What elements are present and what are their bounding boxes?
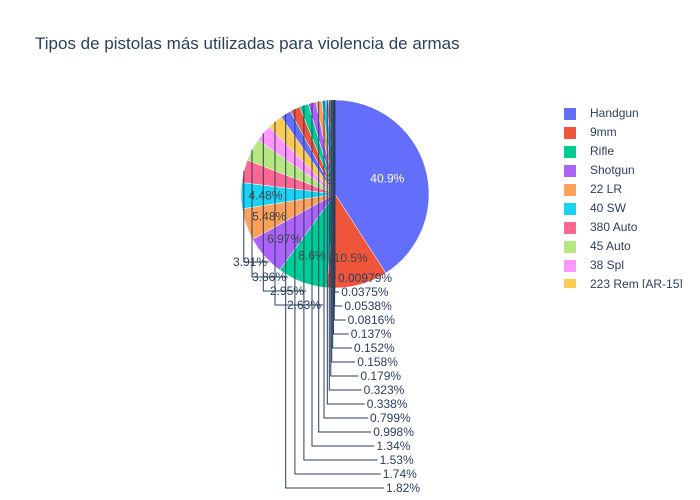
legend-label: 38 Spl bbox=[590, 258, 625, 272]
inside-labels: 40.9%10.5%8.6%6.97%5.48%4.48% bbox=[248, 172, 404, 265]
slice-percent-label: 0.137% bbox=[351, 327, 392, 341]
legend-item[interactable]: Rifle bbox=[558, 143, 700, 162]
leader-line bbox=[318, 101, 372, 433]
slice-percent-label: 1.34% bbox=[376, 439, 410, 453]
legend-swatch bbox=[564, 260, 576, 272]
legend-label: Shotgun bbox=[590, 163, 635, 177]
legend-swatch bbox=[564, 108, 576, 120]
slice-percent-label: 0.799% bbox=[370, 411, 411, 425]
slice-percent-label: 0.998% bbox=[373, 425, 414, 439]
legend-item[interactable]: 380 Auto bbox=[558, 219, 700, 238]
leader-line bbox=[243, 171, 269, 263]
slice-percent-label: 0.00979% bbox=[338, 271, 392, 285]
legend-item[interactable]: 45 Auto bbox=[558, 238, 700, 257]
slice-percent-label: 0.338% bbox=[367, 397, 408, 411]
slice-percent-label: 6.97% bbox=[267, 232, 301, 246]
leader-line bbox=[330, 100, 359, 377]
leader-line bbox=[328, 100, 362, 391]
legend-item[interactable]: 40 SW bbox=[558, 200, 700, 219]
legend-label: 45 Auto bbox=[590, 239, 631, 253]
slice-percent-label: 40.9% bbox=[370, 172, 404, 186]
legend-item[interactable]: Handgun bbox=[558, 105, 700, 124]
leader-line bbox=[333, 100, 349, 335]
pie-slice[interactable] bbox=[334, 99, 430, 274]
slice-percent-label: 0.158% bbox=[357, 355, 398, 369]
leader-line bbox=[294, 109, 381, 475]
slice-percent-label: 0.0538% bbox=[344, 299, 392, 313]
legend-swatch bbox=[564, 127, 576, 139]
legend-label: 380 Auto bbox=[590, 220, 638, 234]
chart-title: Tipos de pistolas más utilizadas para vi… bbox=[35, 34, 460, 53]
leader-line bbox=[311, 102, 375, 447]
leader-line bbox=[326, 100, 365, 405]
legend-label: 9mm bbox=[590, 125, 617, 139]
legend-swatch bbox=[564, 146, 576, 158]
leader-line bbox=[262, 133, 306, 292]
leader-line bbox=[274, 121, 323, 306]
legend-swatch bbox=[564, 184, 576, 196]
leader-line bbox=[303, 105, 378, 461]
legend-swatch bbox=[564, 203, 576, 215]
legend-swatch bbox=[564, 165, 576, 177]
slice-percent-label: 0.0375% bbox=[341, 285, 389, 299]
slice-percent-label: 0.152% bbox=[354, 341, 395, 355]
legend-label: 223 Rem [AR-15] bbox=[590, 277, 683, 288]
slice-percent-label: 1.74% bbox=[383, 467, 417, 481]
leader-line bbox=[331, 100, 356, 363]
slice-percent-label: 10.5% bbox=[334, 251, 368, 265]
leader-line bbox=[323, 100, 368, 419]
slice-percent-label: 2.95% bbox=[270, 284, 304, 298]
leader-line bbox=[251, 149, 288, 278]
leader-line bbox=[332, 100, 352, 349]
slice-percent-label: 0.323% bbox=[364, 383, 405, 397]
slice-percent-label: 4.48% bbox=[248, 188, 282, 202]
slice-percent-label: 3.86% bbox=[252, 270, 286, 284]
slice-percent-label: 5.48% bbox=[252, 210, 286, 224]
legend-swatch bbox=[564, 222, 576, 234]
leader-line bbox=[285, 114, 384, 489]
legend-label: 22 LR bbox=[590, 182, 623, 196]
slice-percent-label: 3.91% bbox=[233, 255, 267, 269]
legend-swatch bbox=[564, 241, 576, 253]
legend[interactable]: Handgun 9mm Rifle Shotgun 22 LR 40 SW 380 Auto… bbox=[558, 100, 700, 288]
slice-percent-label: 0.179% bbox=[360, 369, 401, 383]
slice-percent-label: 1.53% bbox=[380, 453, 414, 467]
slice-percent-label: 1.82% bbox=[386, 481, 420, 495]
legend-swatch bbox=[564, 279, 576, 288]
legend-item[interactable]: 223 Rem [AR-15] bbox=[558, 276, 700, 288]
legend-label: 40 SW bbox=[590, 201, 627, 215]
legend-label: Rifle bbox=[590, 144, 615, 158]
leader-line bbox=[334, 100, 336, 279]
legend-item[interactable]: Shotgun bbox=[558, 162, 700, 181]
legend-item[interactable]: 38 Spl bbox=[558, 257, 700, 276]
legend-label: Handgun bbox=[590, 106, 639, 120]
legend-item[interactable]: 9mm bbox=[558, 124, 700, 143]
outside-labels: 3.91%3.86%2.95%2.63%1.82%1.74%1.53%1.34%… bbox=[233, 100, 420, 495]
slice-percent-label: 0.0816% bbox=[348, 313, 396, 327]
legend-item[interactable]: 22 LR bbox=[558, 181, 700, 200]
